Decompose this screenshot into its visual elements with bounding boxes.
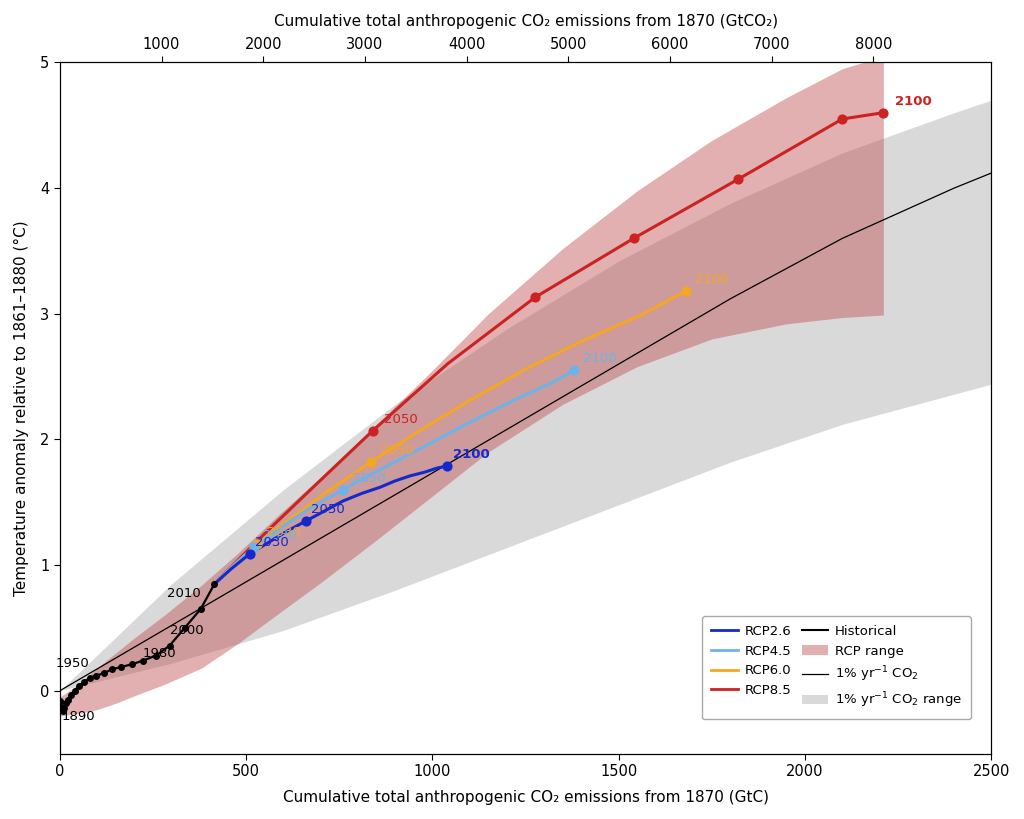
Legend: RCP2.6, RCP4.5, RCP6.0, RCP8.5, Historical, RCP range, 1% yr$^{-1}$ CO$_2$, 1% y: RCP2.6, RCP4.5, RCP6.0, RCP8.5, Historic… [702, 616, 971, 719]
Point [362, 455, 379, 468]
Point [59, 693, 76, 706]
Text: 2100: 2100 [895, 95, 931, 107]
Point [298, 514, 314, 527]
Text: 2030: 2030 [266, 526, 300, 539]
Point [566, 364, 583, 377]
X-axis label: Cumulative total anthropogenic CO₂ emissions from 1870 (GtCO₂): Cumulative total anthropogenic CO₂ emiss… [273, 14, 777, 29]
Point [95, 667, 112, 680]
Point [526, 291, 543, 304]
Point [67, 684, 83, 697]
Text: 1890: 1890 [61, 709, 95, 722]
Point [439, 459, 456, 473]
Point [57, 697, 74, 710]
Text: 2100: 2100 [695, 273, 729, 286]
Text: 2050: 2050 [384, 413, 418, 426]
Point [162, 639, 178, 652]
Point [76, 676, 92, 689]
Point [206, 577, 222, 590]
Text: 2030: 2030 [255, 536, 289, 549]
Point [56, 702, 73, 715]
Text: 2100: 2100 [453, 448, 489, 461]
Point [835, 112, 851, 125]
Point [176, 622, 193, 635]
Point [113, 660, 129, 673]
Point [62, 688, 79, 701]
Point [88, 669, 104, 682]
Text: 2050: 2050 [311, 503, 345, 516]
Text: 1950: 1950 [56, 657, 90, 670]
Point [135, 654, 152, 667]
Text: 2050: 2050 [352, 472, 386, 485]
Point [193, 603, 209, 616]
Text: 2030: 2030 [263, 529, 297, 542]
Text: 2050: 2050 [380, 444, 414, 457]
Point [82, 672, 98, 685]
Text: 1980: 1980 [143, 646, 176, 659]
Point [51, 695, 68, 708]
Point [54, 704, 71, 717]
Point [246, 541, 262, 554]
Point [730, 173, 746, 186]
Text: 2010: 2010 [167, 587, 201, 600]
Point [626, 232, 642, 245]
Point [249, 537, 265, 550]
Point [53, 700, 70, 713]
Text: 2000: 2000 [170, 624, 204, 637]
X-axis label: Cumulative total anthropogenic CO₂ emissions from 1870 (GtC): Cumulative total anthropogenic CO₂ emiss… [283, 790, 769, 805]
Point [147, 649, 164, 662]
Y-axis label: Temperature anomaly relative to 1861–1880 (°C): Temperature anomaly relative to 1861–188… [14, 220, 29, 595]
Point [335, 483, 351, 496]
Point [124, 658, 140, 671]
Point [71, 679, 87, 692]
Point [365, 424, 381, 437]
Point [242, 547, 258, 560]
Point [103, 663, 120, 676]
Point [876, 106, 892, 120]
Text: 2100: 2100 [584, 352, 617, 365]
Point [678, 284, 694, 297]
